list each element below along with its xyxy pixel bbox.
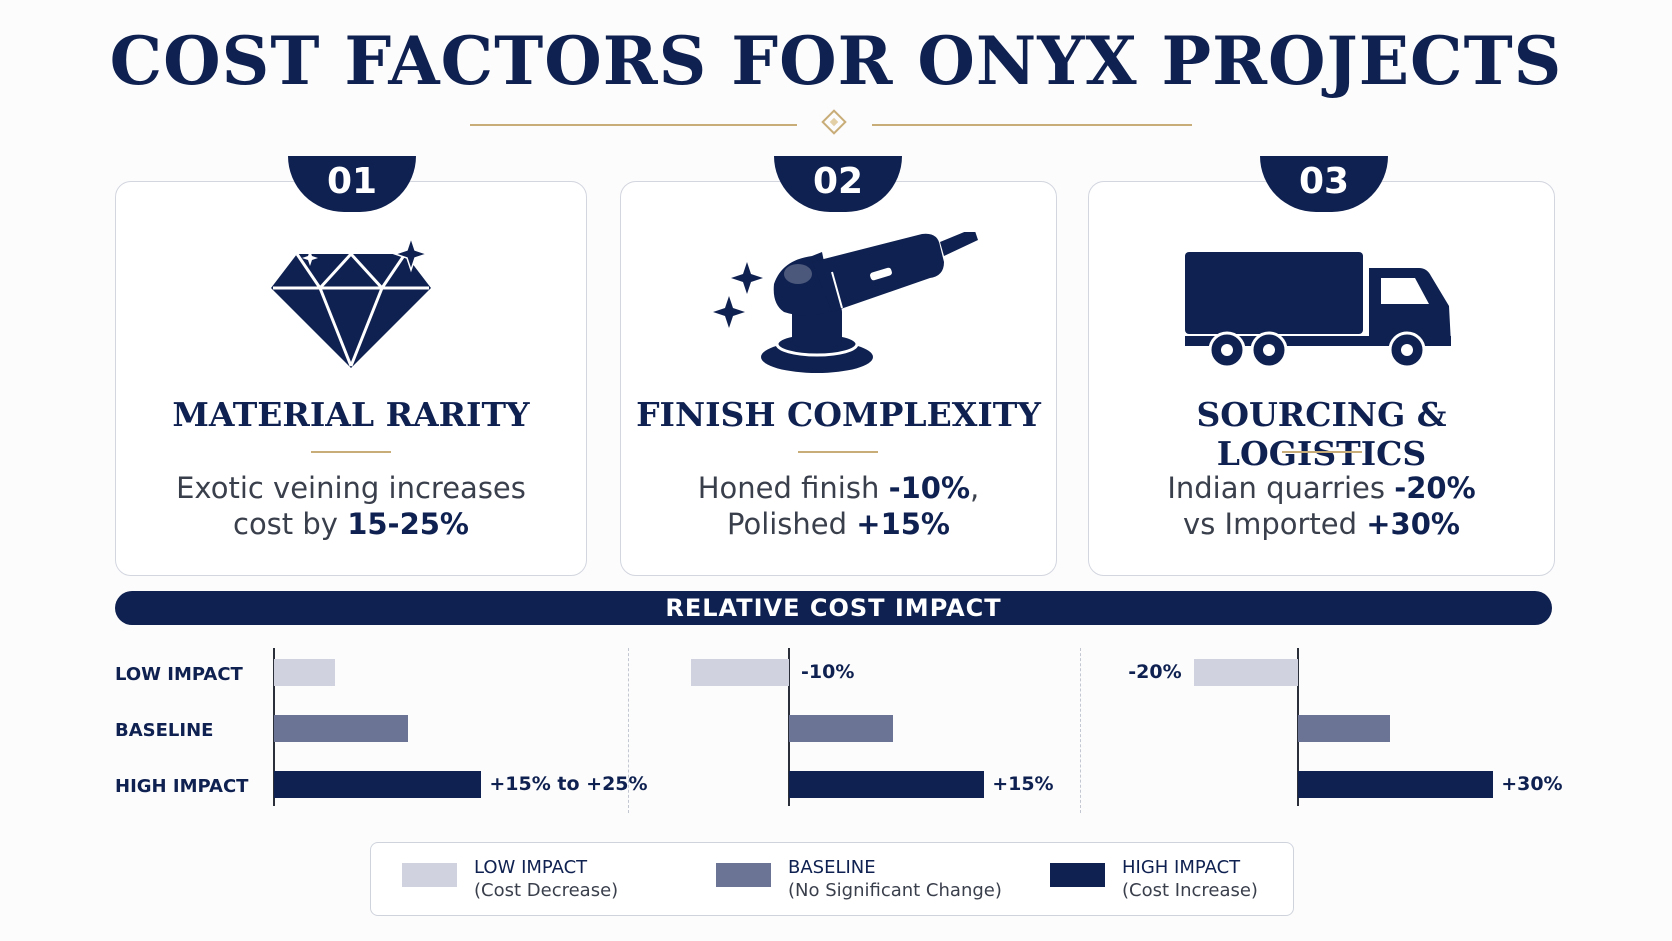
bar-value-label: +30%	[1501, 773, 1563, 795]
card-divider	[1282, 451, 1362, 453]
bar-baseline	[1298, 715, 1390, 742]
bar-high	[274, 771, 482, 798]
bar-value-label: +15% to +25%	[489, 773, 648, 795]
card-description: Honed finish -10%, Polished +15%	[697, 471, 980, 541]
chart-separator	[628, 648, 629, 813]
bar-high	[789, 771, 985, 798]
page-title: COST FACTORS FOR ONYX PROJECTS	[109, 22, 1563, 100]
card-title: FINISH COMPLEXITY	[636, 395, 1041, 434]
card-material-rarity	[115, 181, 587, 576]
bar-value-label: +15%	[992, 773, 1054, 795]
card-divider	[798, 451, 878, 453]
card-finish-complexity	[620, 181, 1057, 576]
bar-low	[1194, 659, 1298, 686]
card-description: Exotic veining increases cost by 15-25%	[176, 471, 526, 541]
card-title: SOURCING & LOGISTICS	[1196, 395, 1447, 473]
row-label-high: HIGH IMPACT	[115, 776, 249, 797]
title-divider-left	[470, 124, 797, 126]
bar-value-label: -10%	[801, 661, 855, 683]
ornament-diamond-icon	[821, 109, 847, 135]
row-label-baseline: BASELINE	[115, 720, 214, 741]
bar-low	[691, 659, 789, 686]
card-sourcing-logistics	[1088, 181, 1555, 576]
impact-banner: RELATIVE COST IMPACT	[115, 591, 1552, 625]
bar-value-label: -20%	[1128, 661, 1182, 683]
diamond-icon	[271, 236, 431, 368]
card-divider	[311, 451, 391, 453]
legend-item-baseline: BASELINE (No Significant Change)	[788, 857, 1002, 901]
chart-separator	[1080, 648, 1081, 813]
angle-grinder-icon	[713, 232, 978, 373]
bar-low	[274, 659, 335, 686]
legend-swatch-baseline	[716, 863, 771, 887]
legend-swatch-low	[402, 863, 457, 887]
title-divider-right	[872, 124, 1192, 126]
card-description: Indian quarries -20% vs Imported +30%	[1167, 471, 1476, 541]
legend-item-low: LOW IMPACT (Cost Decrease)	[474, 857, 619, 901]
bar-baseline	[274, 715, 409, 742]
row-label-low: LOW IMPACT	[115, 664, 243, 685]
truck-icon	[1185, 252, 1451, 369]
bar-baseline	[789, 715, 893, 742]
bar-high	[1298, 771, 1494, 798]
legend	[370, 842, 1294, 916]
legend-item-high: HIGH IMPACT (Cost Increase)	[1122, 857, 1258, 901]
card-title: MATERIAL RARITY	[172, 395, 530, 434]
legend-swatch-high	[1050, 863, 1105, 887]
